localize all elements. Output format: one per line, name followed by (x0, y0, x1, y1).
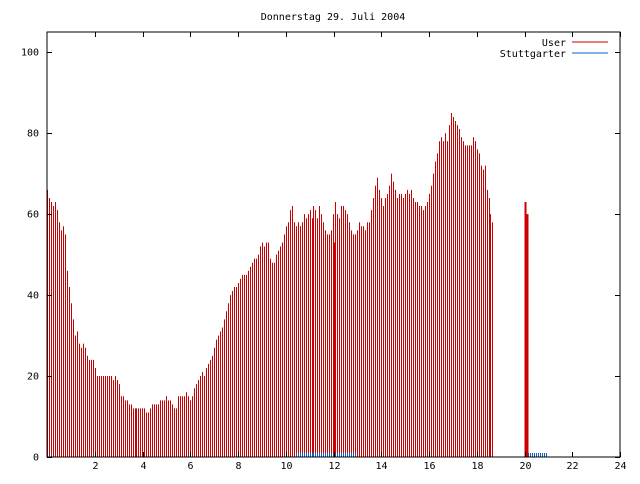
x-tick-label: 2 (92, 461, 98, 472)
x-tick-label: 20 (519, 461, 531, 472)
legend: User Stuttgarter (500, 38, 608, 60)
legend-label-user: User (542, 38, 566, 49)
y-tick-label: 20 (27, 372, 39, 383)
series-user (47, 112, 493, 457)
x-tick-label: 12 (328, 461, 340, 472)
y-tick-label: 40 (27, 291, 39, 302)
y-tick-label: 60 (27, 210, 39, 221)
y-tick-label: 100 (21, 48, 39, 59)
x-tick-label: 24 (614, 461, 626, 472)
x-tick-label: 16 (423, 461, 435, 472)
legend-label-stuttgarter: Stuttgarter (500, 49, 566, 60)
series-layer (47, 112, 547, 457)
x-tick-label: 4 (140, 461, 146, 472)
plot-frame (46, 31, 621, 458)
x-tick-label: 22 (566, 461, 578, 472)
chart-title: Donnerstag 29. Juli 2004 (261, 12, 406, 23)
x-tick-label: 14 (375, 461, 387, 472)
x-tick-label: 10 (280, 461, 292, 472)
x-tick-label: 18 (471, 461, 483, 472)
y-tick-label: 0 (33, 453, 39, 464)
x-tick-label: 8 (235, 461, 241, 472)
x-tick-label: 6 (187, 461, 193, 472)
y-tick-label: 80 (27, 129, 39, 140)
